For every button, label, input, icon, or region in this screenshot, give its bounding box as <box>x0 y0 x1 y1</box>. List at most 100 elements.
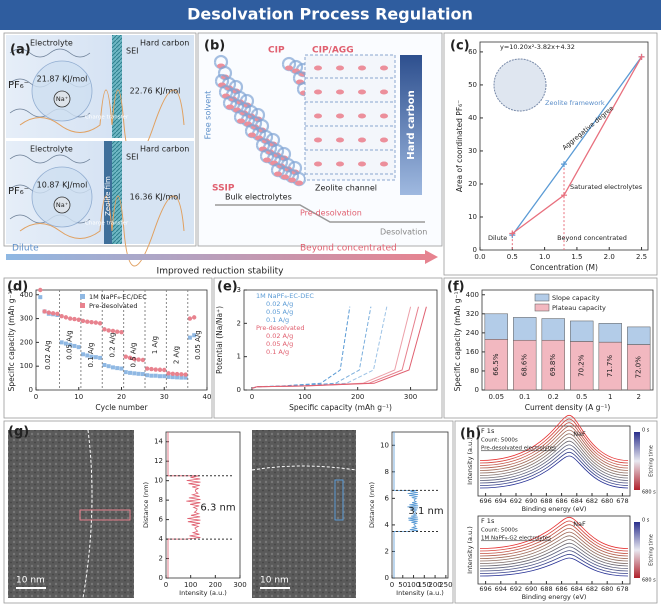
plot-frame <box>165 431 241 579</box>
legend-label: 0.1 A/g <box>266 348 289 356</box>
roi <box>334 479 344 521</box>
anion <box>314 89 322 95</box>
point <box>174 371 180 377</box>
point <box>136 357 141 362</box>
anion <box>336 65 344 71</box>
anion <box>358 113 366 119</box>
scale-label: 10 nm <box>260 576 289 586</box>
film-label: Zeolite film <box>104 176 112 216</box>
x-tick-label: 686 <box>555 497 567 505</box>
solvent <box>284 168 300 184</box>
spectrum <box>479 557 629 577</box>
panel-label: (g) <box>8 425 29 440</box>
point <box>179 375 184 380</box>
bar-segment <box>541 318 565 341</box>
point <box>68 316 73 321</box>
colorbar <box>634 522 640 578</box>
process-label: Pre-desolvation <box>300 209 362 218</box>
spectrum <box>479 527 629 557</box>
region-label: Hard carbon <box>406 90 417 159</box>
point <box>85 319 90 324</box>
colorbar-label: 0 s <box>642 518 650 524</box>
x-tick-label: 0.2 <box>548 393 559 401</box>
y-tick-label: 300 <box>20 315 33 323</box>
solvent <box>266 151 282 167</box>
x-tick-label: 682 <box>586 585 598 593</box>
figure-title: Desolvation Process Regulation <box>187 5 473 24</box>
x-tick-label: 692 <box>510 585 522 593</box>
species-label: CIP/AGG <box>312 46 354 56</box>
point <box>85 353 90 358</box>
anion <box>336 161 344 167</box>
y-tick-label: 20 <box>468 180 477 188</box>
y-tick-label: 0 <box>385 574 389 582</box>
spectrum <box>479 531 629 559</box>
y-tick-label: 4 <box>385 521 390 529</box>
title-bar <box>0 0 661 30</box>
x-tick-label: 0 <box>390 581 394 589</box>
legend-label: 0.02 A/g <box>266 300 293 308</box>
scale-label: Beyond concentrated <box>300 244 397 254</box>
region-label: SEI <box>126 153 139 162</box>
legend-label: Slope capacity <box>552 294 600 302</box>
point <box>136 371 141 376</box>
interface-line <box>82 429 93 599</box>
anion <box>263 157 271 163</box>
x-tick-label: 40 <box>203 393 212 401</box>
y-axis-label: Specific capacity (mAh g⁻¹) <box>453 289 462 392</box>
x-tick-label: 1 <box>608 393 612 401</box>
spectrum <box>479 542 629 567</box>
point <box>72 316 77 322</box>
x-tick-label: 30 <box>160 393 169 401</box>
solvent-chain <box>9 154 91 164</box>
region-label: Electrolyte <box>30 39 73 48</box>
point <box>59 313 64 319</box>
colorbar-title: Etching time <box>649 445 655 477</box>
y-tick-label: 6 <box>385 494 390 502</box>
point <box>145 373 150 378</box>
rate-label: 0.05 A/g <box>194 330 202 359</box>
x-axis-label: Binding energy (eV) <box>522 505 587 513</box>
share-label: 72.0% <box>635 356 643 379</box>
panel-h-frame <box>454 420 658 604</box>
annotation: 1M NaPF₆-G2 electrolytes <box>481 536 551 542</box>
solvent <box>277 165 293 181</box>
point <box>50 311 56 316</box>
point <box>166 371 171 376</box>
x-tick-label: 200 <box>209 581 222 589</box>
y-tick-label: 200 <box>20 338 33 346</box>
y-tick-label: 400 <box>466 291 479 299</box>
x-tick-label: 0.05 <box>488 393 504 401</box>
roi <box>79 509 131 521</box>
x-axis-label: Specific capacity (mAh g⁻¹) <box>289 403 392 412</box>
solvent <box>270 162 286 178</box>
panel-label: (f) <box>447 280 465 295</box>
peak-label: NaF <box>573 430 586 438</box>
x-tick-label: 2.0 <box>604 253 615 261</box>
x-tick-label: 684 <box>571 585 583 593</box>
solvent <box>259 148 275 164</box>
sodium-ion <box>53 196 71 214</box>
x-tick-label: 2 <box>637 393 641 401</box>
y-tick-label: 2 <box>237 319 241 327</box>
point <box>68 342 73 347</box>
legend-title: Pre-desolvated <box>256 324 304 332</box>
legend-title: 1M NaPF₆-EC-DEC <box>256 292 314 300</box>
y-tick-label: 100 <box>20 362 33 370</box>
legend-label: 0.05 A/g <box>266 308 293 316</box>
spectrum <box>479 553 629 574</box>
solvent <box>281 56 297 72</box>
panel-e-frame <box>213 277 443 419</box>
point <box>76 317 81 322</box>
y-tick-label: 240 <box>466 329 479 337</box>
x-tick-label: 678 <box>616 497 628 505</box>
colorbar-label: 680 s <box>642 578 656 584</box>
point <box>59 340 64 345</box>
point <box>144 366 150 371</box>
tem-image <box>252 430 356 598</box>
marker <box>638 53 645 60</box>
data-line <box>251 306 412 389</box>
x-tick-label: 688 <box>540 497 552 505</box>
anion <box>285 65 293 71</box>
